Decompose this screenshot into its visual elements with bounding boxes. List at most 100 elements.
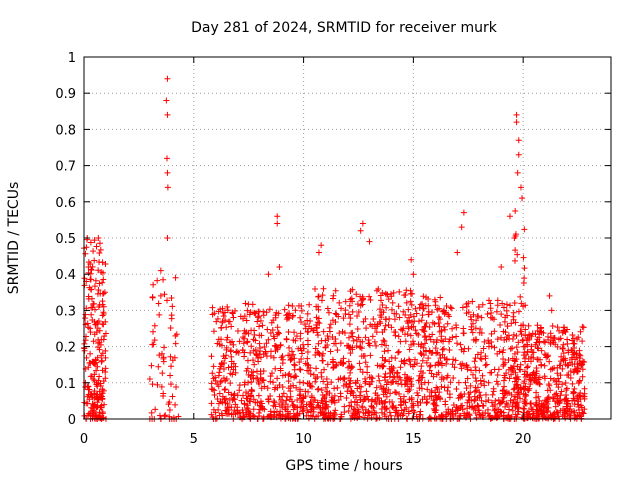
data-point: [165, 401, 172, 408]
data-point: [99, 279, 106, 286]
data-point: [477, 326, 484, 333]
data-point: [400, 308, 407, 315]
data-point: [407, 311, 414, 318]
data-point: [358, 353, 365, 360]
data-point: [265, 336, 272, 343]
data-point: [477, 392, 484, 399]
data-point: [539, 415, 546, 422]
x-tick-label: 20: [515, 432, 532, 447]
data-point: [93, 412, 100, 419]
data-point: [488, 369, 495, 376]
data-point: [357, 293, 364, 300]
data-point: [489, 414, 496, 421]
data-point: [440, 345, 447, 352]
data-point: [328, 379, 335, 386]
data-point: [579, 323, 586, 330]
data-point: [357, 366, 364, 373]
data-point: [542, 339, 549, 346]
data-point: [228, 358, 235, 365]
data-point: [404, 388, 411, 395]
data-point: [438, 374, 445, 381]
data-point: [85, 364, 92, 371]
data-point: [218, 361, 225, 368]
data-point: [339, 359, 346, 366]
data-point: [494, 371, 501, 378]
data-point: [155, 363, 162, 370]
data-point: [410, 323, 417, 330]
data-point: [322, 344, 329, 351]
data-point: [449, 412, 456, 419]
data-point: [376, 318, 383, 325]
data-point: [498, 311, 505, 318]
data-point: [408, 396, 415, 403]
data-point: [473, 414, 480, 421]
data-point: [396, 314, 403, 321]
data-point: [560, 350, 567, 357]
data-point: [500, 347, 507, 354]
data-point: [362, 334, 369, 341]
data-point: [519, 195, 526, 202]
data-point: [559, 365, 566, 372]
data-point: [474, 384, 481, 391]
data-point: [540, 338, 547, 345]
data-point: [172, 401, 179, 408]
data-point: [366, 293, 373, 300]
data-point: [533, 399, 540, 406]
data-point: [166, 406, 173, 413]
data-point: [423, 396, 430, 403]
data-point: [438, 337, 445, 344]
data-point: [96, 280, 103, 287]
data-point: [377, 383, 384, 390]
data-point: [87, 276, 94, 283]
data-point: [581, 385, 588, 392]
data-point: [342, 298, 349, 305]
data-point: [578, 362, 585, 369]
data-point: [391, 316, 398, 323]
data-point: [502, 359, 509, 366]
data-point: [558, 358, 565, 365]
data-point: [373, 329, 380, 336]
data-point: [297, 386, 304, 393]
data-point: [354, 377, 361, 384]
data-point: [297, 314, 304, 321]
data-point: [238, 397, 245, 404]
data-point: [445, 384, 452, 391]
data-point: [315, 340, 322, 347]
data-point: [332, 335, 339, 342]
data-point: [208, 353, 215, 360]
data-point: [506, 335, 513, 342]
data-point: [362, 410, 369, 417]
data-point: [426, 363, 433, 370]
data-point: [421, 323, 428, 330]
data-point: [300, 403, 307, 410]
data-point: [388, 306, 395, 313]
data-point: [432, 389, 439, 396]
data-point: [436, 328, 443, 335]
data-point: [220, 366, 227, 373]
data-point: [252, 310, 259, 317]
data-point: [498, 409, 505, 416]
data-point: [414, 389, 421, 396]
data-point: [578, 402, 584, 409]
y-tick-label: 0.8: [55, 123, 76, 138]
data-point: [423, 359, 430, 366]
data-point: [532, 341, 539, 348]
data-point: [318, 337, 325, 344]
data-point: [272, 384, 279, 391]
data-point: [349, 364, 356, 371]
data-point: [307, 382, 314, 389]
data-point: [453, 333, 460, 340]
data-point: [237, 313, 244, 320]
data-point: [495, 412, 502, 419]
data-point: [367, 296, 374, 303]
data-point: [478, 314, 485, 321]
data-point: [434, 385, 441, 392]
data-point: [414, 398, 421, 405]
data-point: [505, 366, 512, 373]
data-point: [222, 309, 229, 316]
data-point: [354, 313, 361, 320]
data-point: [387, 290, 394, 297]
data-point: [305, 388, 312, 395]
data-point: [356, 360, 363, 367]
data-point: [565, 371, 572, 378]
